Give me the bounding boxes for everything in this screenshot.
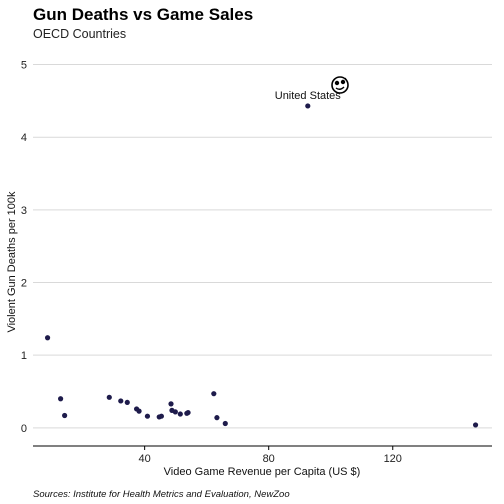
data-point-15	[178, 411, 183, 416]
face-emoji-icon	[332, 77, 348, 93]
data-point-8	[136, 409, 141, 414]
x-tick-label: 120	[384, 453, 402, 465]
annotations: United States	[275, 90, 342, 102]
y-tick-label: 1	[21, 350, 27, 362]
gridlines	[33, 65, 492, 428]
x-tick-marks	[145, 446, 393, 450]
data-point-19	[214, 415, 219, 420]
chart-caption: Sources: Institute for Health Metrics an…	[33, 489, 290, 500]
y-tick-labels: 0 1 2 3 4 5	[21, 60, 27, 435]
x-tick-label: 40	[139, 453, 151, 465]
annotation-label-0: United States	[275, 90, 342, 102]
data-point-17	[185, 410, 190, 415]
data-point-4	[107, 395, 112, 400]
chart-title: Gun Deaths vs Game Sales	[33, 5, 253, 24]
y-axis-label: Violent Gun Deaths per 100k	[6, 191, 18, 333]
data-point-5	[118, 398, 123, 403]
data-point-18	[211, 391, 216, 396]
x-tick-labels: 40 80 120	[139, 453, 402, 465]
y-tick-label: 3	[21, 205, 27, 217]
data-point-1	[45, 335, 50, 340]
data-points	[45, 103, 478, 427]
data-point-14	[173, 409, 178, 414]
y-tick-label: 4	[21, 132, 27, 144]
data-point-20	[223, 421, 228, 426]
y-tick-label: 0	[21, 423, 27, 435]
data-point-0	[305, 103, 310, 108]
data-point-6	[125, 400, 130, 405]
data-point-12	[168, 401, 173, 406]
x-tick-label: 80	[263, 453, 275, 465]
data-point-2	[58, 396, 63, 401]
data-point-9	[145, 414, 150, 419]
data-point-11	[159, 414, 164, 419]
data-point-3	[62, 413, 67, 418]
x-axis-label: Video Game Revenue per Capita (US $)	[164, 466, 361, 478]
chart-subtitle: OECD Countries	[33, 27, 126, 41]
y-tick-label: 5	[21, 60, 27, 72]
y-tick-label: 2	[21, 278, 27, 290]
data-point-21	[473, 422, 478, 427]
